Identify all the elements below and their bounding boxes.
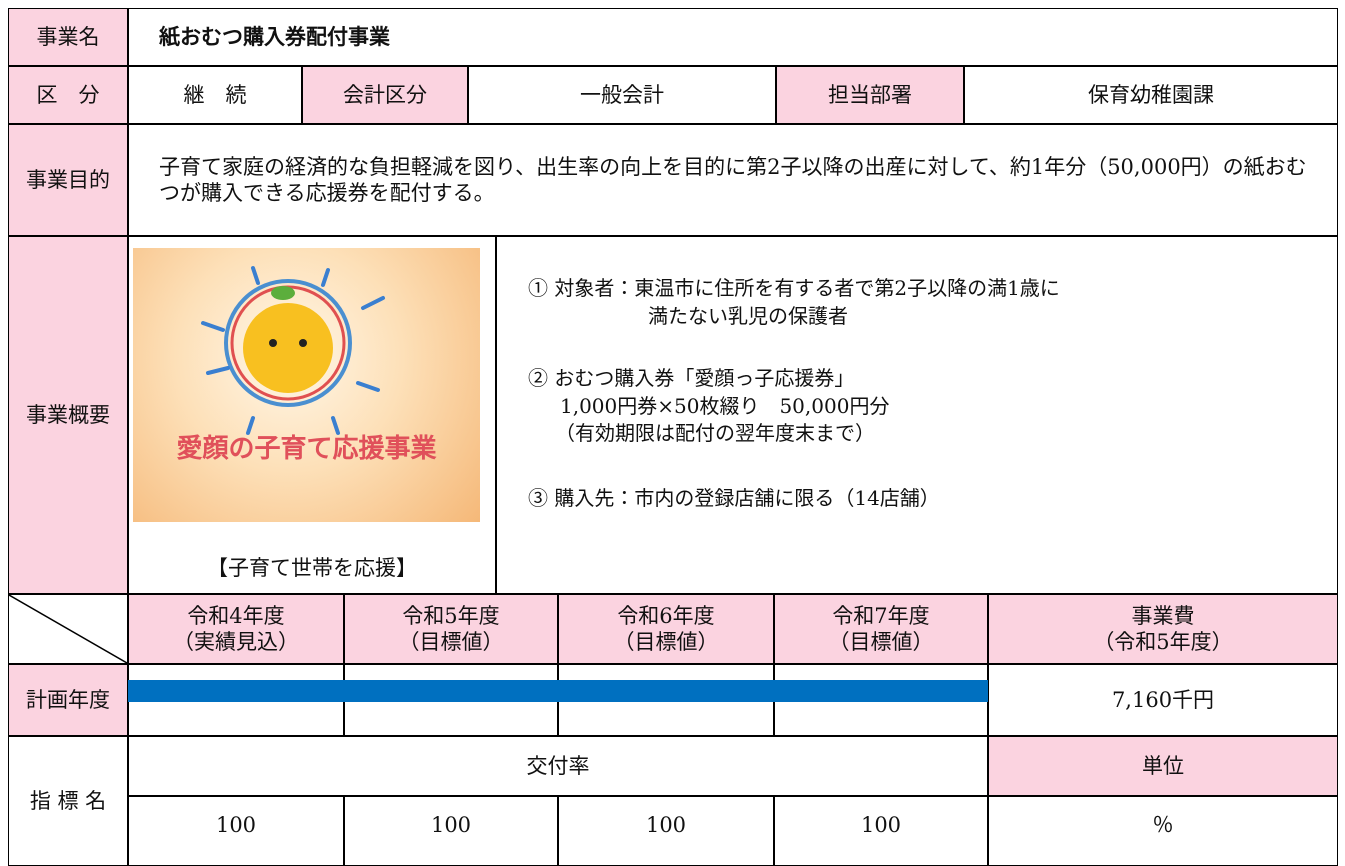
corner-cell <box>8 594 128 664</box>
image-title: 愛顔の子育て応援事業 <box>176 434 437 464</box>
year-header: 令和4年度 （実績見込） <box>128 594 344 664</box>
year-header-line: 令和7年度 <box>832 603 930 628</box>
unit: ％ <box>988 796 1338 866</box>
item-line: （有効期限は配付の翌年度末まで） <box>555 421 875 445</box>
diagonal <box>9 595 127 663</box>
indicator-name: 交付率 <box>128 736 988 796</box>
label-cell: 事業目的 <box>8 124 128 236</box>
label-cell: 担当部署 <box>776 66 964 124</box>
department: 保育幼稚園課 <box>964 66 1338 124</box>
overview-cell <box>496 236 1338 594</box>
cost-header: 事業費 （令和5年度） <box>988 594 1338 664</box>
item-line: ① 対象者：東温市に住所を有する者で第2子以降の満1歳に <box>528 276 1060 300</box>
item-line: 1,000円券×50枚綴り 50,000円分 <box>560 394 890 418</box>
status: 継 続 <box>128 66 302 124</box>
item-line: ② おむつ購入券「愛顔っ子応援券」 <box>528 366 855 390</box>
year-header: 令和5年度 （目標値） <box>344 594 558 664</box>
caption: 【子育て世帯を応援】 <box>207 556 417 580</box>
year-header-line: （目標値） <box>613 630 719 654</box>
label-cell: 事業名 <box>8 8 128 66</box>
year-header: 令和6年度 （目標値） <box>558 594 774 664</box>
year-header-line: 令和6年度 <box>617 603 715 628</box>
year-header-line: （実績見込） <box>173 630 299 654</box>
item-line: ③ 購入先：市内の登録店舗に限る（14店舗） <box>528 486 940 510</box>
unit-label: 単位 <box>988 736 1338 796</box>
plan-bar <box>128 680 988 702</box>
ring <box>224 279 352 407</box>
account: 一般会計 <box>468 66 776 124</box>
label-cell: 指 標 名 <box>8 736 128 866</box>
image: 愛顔の子育て応援事業 <box>133 248 480 522</box>
item-line: 満たない乳児の保護者 <box>648 304 848 328</box>
indicator-value: 100 <box>774 796 988 866</box>
leaf <box>271 286 295 300</box>
rays <box>201 266 385 435</box>
year-header-line: （目標値） <box>398 630 504 654</box>
year-header: 令和7年度 （目標値） <box>774 594 988 664</box>
label-cell: 会計区分 <box>302 66 468 124</box>
label-cell: 区 分 <box>8 66 128 124</box>
cost-header-line: 事業費 <box>1131 603 1195 628</box>
year-header-line: 令和5年度 <box>402 603 500 628</box>
purpose-text: 子育て家庭の経済的な負担軽減を図り、出生率の向上を目的に第2子以降の出産に対して… <box>128 124 1338 236</box>
eye <box>269 339 277 347</box>
indicator-value: 100 <box>344 796 558 866</box>
label-cell: 計画年度 <box>8 664 128 736</box>
year-header-line: （目標値） <box>828 630 934 654</box>
year-header-line: 令和4年度 <box>187 603 285 628</box>
indicator-value: 100 <box>558 796 774 866</box>
sun-illustration <box>201 266 385 435</box>
eye <box>299 339 307 347</box>
cost-header-line: （令和5年度） <box>1093 630 1233 654</box>
cost: 7,160千円 <box>988 664 1338 736</box>
label-cell: 事業概要 <box>8 236 128 594</box>
indicator-value: 100 <box>128 796 344 866</box>
face <box>243 303 333 393</box>
image-cell <box>128 236 496 594</box>
project-name: 紙おむつ購入券配付事業 <box>128 8 1338 66</box>
